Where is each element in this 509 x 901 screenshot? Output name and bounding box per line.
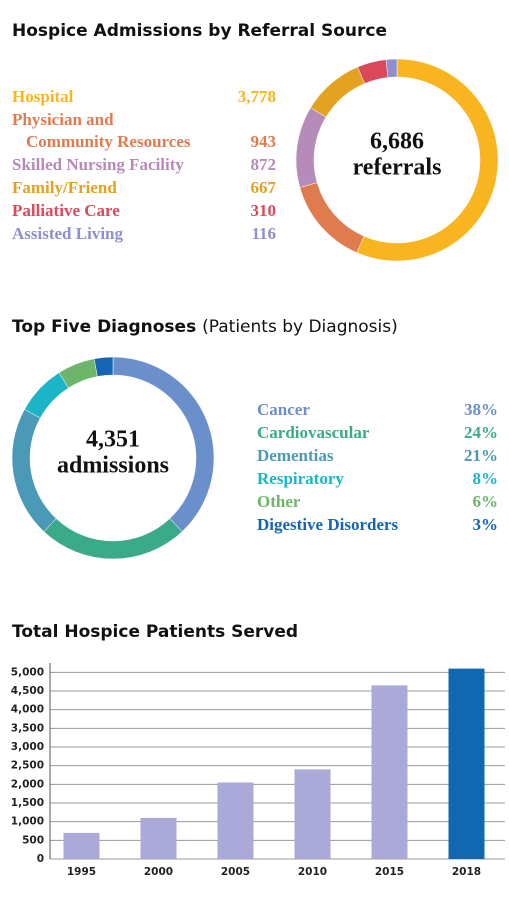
legend-label: Family/Friend [12,178,117,197]
y-tick-label: 2,500 [11,760,44,772]
chart-title: Top Five Diagnoses (Patients by Diagnosi… [12,317,398,337]
legend-label: Digestive Disorders [257,515,399,534]
donut-segment [295,107,327,188]
legend-value: 38% [464,400,498,419]
legend-label: Cancer [257,400,310,419]
legend-value: 667 [250,178,277,197]
x-tick-label: 2010 [298,866,327,878]
bar [448,668,485,859]
y-tick-label: 1,000 [11,816,44,828]
chart-title: Hospice Admissions by Referral Source [12,21,387,41]
legend-value: 8% [472,469,499,488]
legend-value: 3,778 [237,87,276,106]
legend-label: Dementias [257,446,334,465]
legend-row: Digestive Disorders 3% [257,514,498,536]
y-tick-label: 4,000 [11,704,44,716]
x-tick-label: 2015 [375,866,404,878]
y-tick-label: 0 [37,853,44,865]
legend-row: Physician and Community Resources 943 [12,109,276,153]
legend-label: Physician and Community Resources [12,110,191,151]
legend-label: Palliative Care [12,201,120,220]
legend-value: 21% [464,446,498,465]
donut-segment [11,409,57,532]
legend-label: Respiratory [257,469,344,488]
legend-value: 872 [250,155,277,174]
legend-row: Other 6% [257,491,498,513]
donut-segment [310,66,365,118]
donut-segment [93,356,114,377]
y-tick-label: 1,500 [11,797,44,809]
legend-row: Cardiovascular 24% [257,422,498,444]
y-tick-label: 3,500 [11,722,44,734]
x-tick-label: 2018 [452,866,481,878]
bar [63,832,100,859]
y-tick-label: 3,000 [11,741,44,753]
title-main: Top Five Diagnoses [12,317,196,337]
legend-row: Respiratory 8% [257,468,498,490]
center-caption: referrals [353,155,442,181]
legend: Cancer 38% Cardiovascular 24% Dementias 21% Re… [257,399,498,537]
x-tick-label: 2005 [221,866,250,878]
legend-row: Cancer 38% [257,399,498,421]
legend-row: Skilled Nursing Facility 872 [12,154,276,176]
legend-value: 24% [464,423,498,442]
legend-value: 116 [251,224,276,243]
legend-row: Hospital 3,778 [12,86,276,108]
donut-segment [24,372,69,419]
y-tick-label: 4,500 [11,685,44,697]
legend-row: Family/Friend 667 [12,177,276,199]
y-tick-label: 2,000 [11,778,44,790]
x-tick-label: 2000 [144,866,173,878]
legend-label: Assisted Living [12,224,123,243]
legend-label: Other [257,492,301,511]
x-tick-label: 1995 [67,866,96,878]
bar [371,685,408,859]
bar [294,769,331,859]
legend-value: 943 [250,132,277,151]
donut-segment [43,518,183,560]
chart-title: Total Hospice Patients Served [12,622,298,642]
donut-segment [385,58,398,78]
y-tick-label: 500 [22,834,44,846]
center-caption: admissions [57,453,169,479]
donut-segment [356,58,499,262]
bar [217,782,254,859]
y-tick-label: 5,000 [11,666,44,678]
legend-label: Cardiovascular [257,423,370,442]
donut-segment [299,182,365,254]
legend-row: Assisted Living 116 [12,223,276,245]
legend-row: Dementias 21% [257,445,498,467]
subtitle: (Patients by Diagnosis) [202,317,398,337]
legend-label: Hospital [12,87,74,106]
center-value: 6,686 [370,129,424,155]
bar [140,817,177,859]
center-value: 4,351 [86,427,140,453]
legend-value: 310 [250,201,277,220]
legend-row: Palliative Care 310 [12,200,276,222]
legend-value: 6% [472,492,499,511]
legend-value: 3% [472,515,499,534]
legend: Hospital 3,778 Physician and Community Res… [12,86,276,246]
legend-label: Skilled Nursing Facility [12,155,184,174]
